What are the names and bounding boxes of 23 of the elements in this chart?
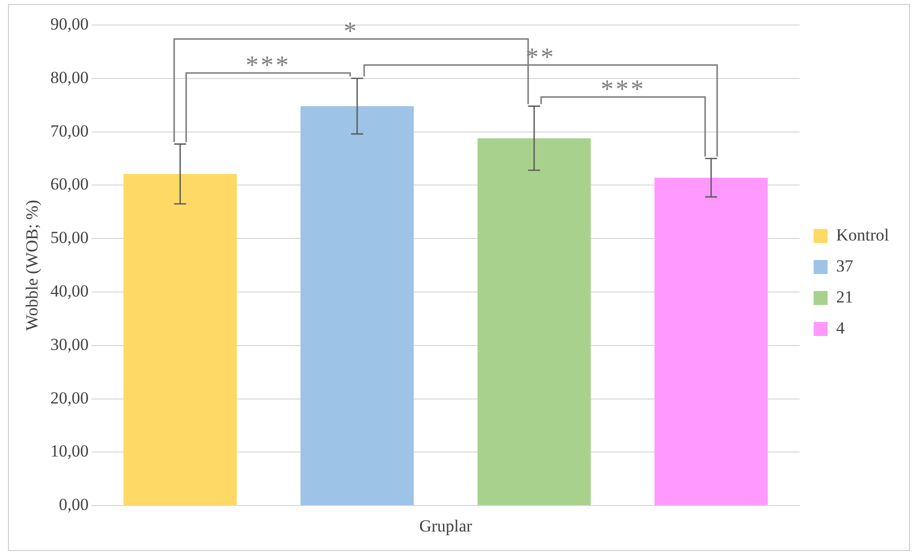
legend-label: Kontrol — [836, 225, 890, 244]
y-tick-label: 40,00 — [50, 281, 89, 300]
y-tick-label: 80,00 — [50, 68, 89, 87]
bar — [300, 106, 414, 506]
y-tick-label: 60,00 — [50, 174, 89, 194]
legend-label: 4 — [836, 318, 846, 338]
y-tick-label: 0,00 — [58, 495, 89, 514]
y-tick-label: 30,00 — [50, 334, 89, 354]
y-tick-label: 20,00 — [50, 388, 89, 408]
bar — [477, 138, 591, 506]
y-tick-label: 50,00 — [50, 228, 89, 248]
annotation: *** — [600, 74, 646, 104]
bar — [654, 178, 768, 506]
legend-label: 21 — [836, 287, 854, 306]
annotation: * — [344, 16, 359, 46]
y-tick-label: 90,00 — [50, 14, 89, 34]
x-tick-label: Gruplar — [419, 516, 472, 536]
legend-label: 37 — [836, 256, 854, 276]
y-axis-title: Wobble (WOB; %) — [22, 200, 42, 331]
y-tick-label: 10,00 — [50, 442, 89, 461]
bar — [124, 174, 237, 506]
y-tick-label: 70,00 — [50, 121, 89, 140]
annotation: *** — [246, 50, 291, 80]
